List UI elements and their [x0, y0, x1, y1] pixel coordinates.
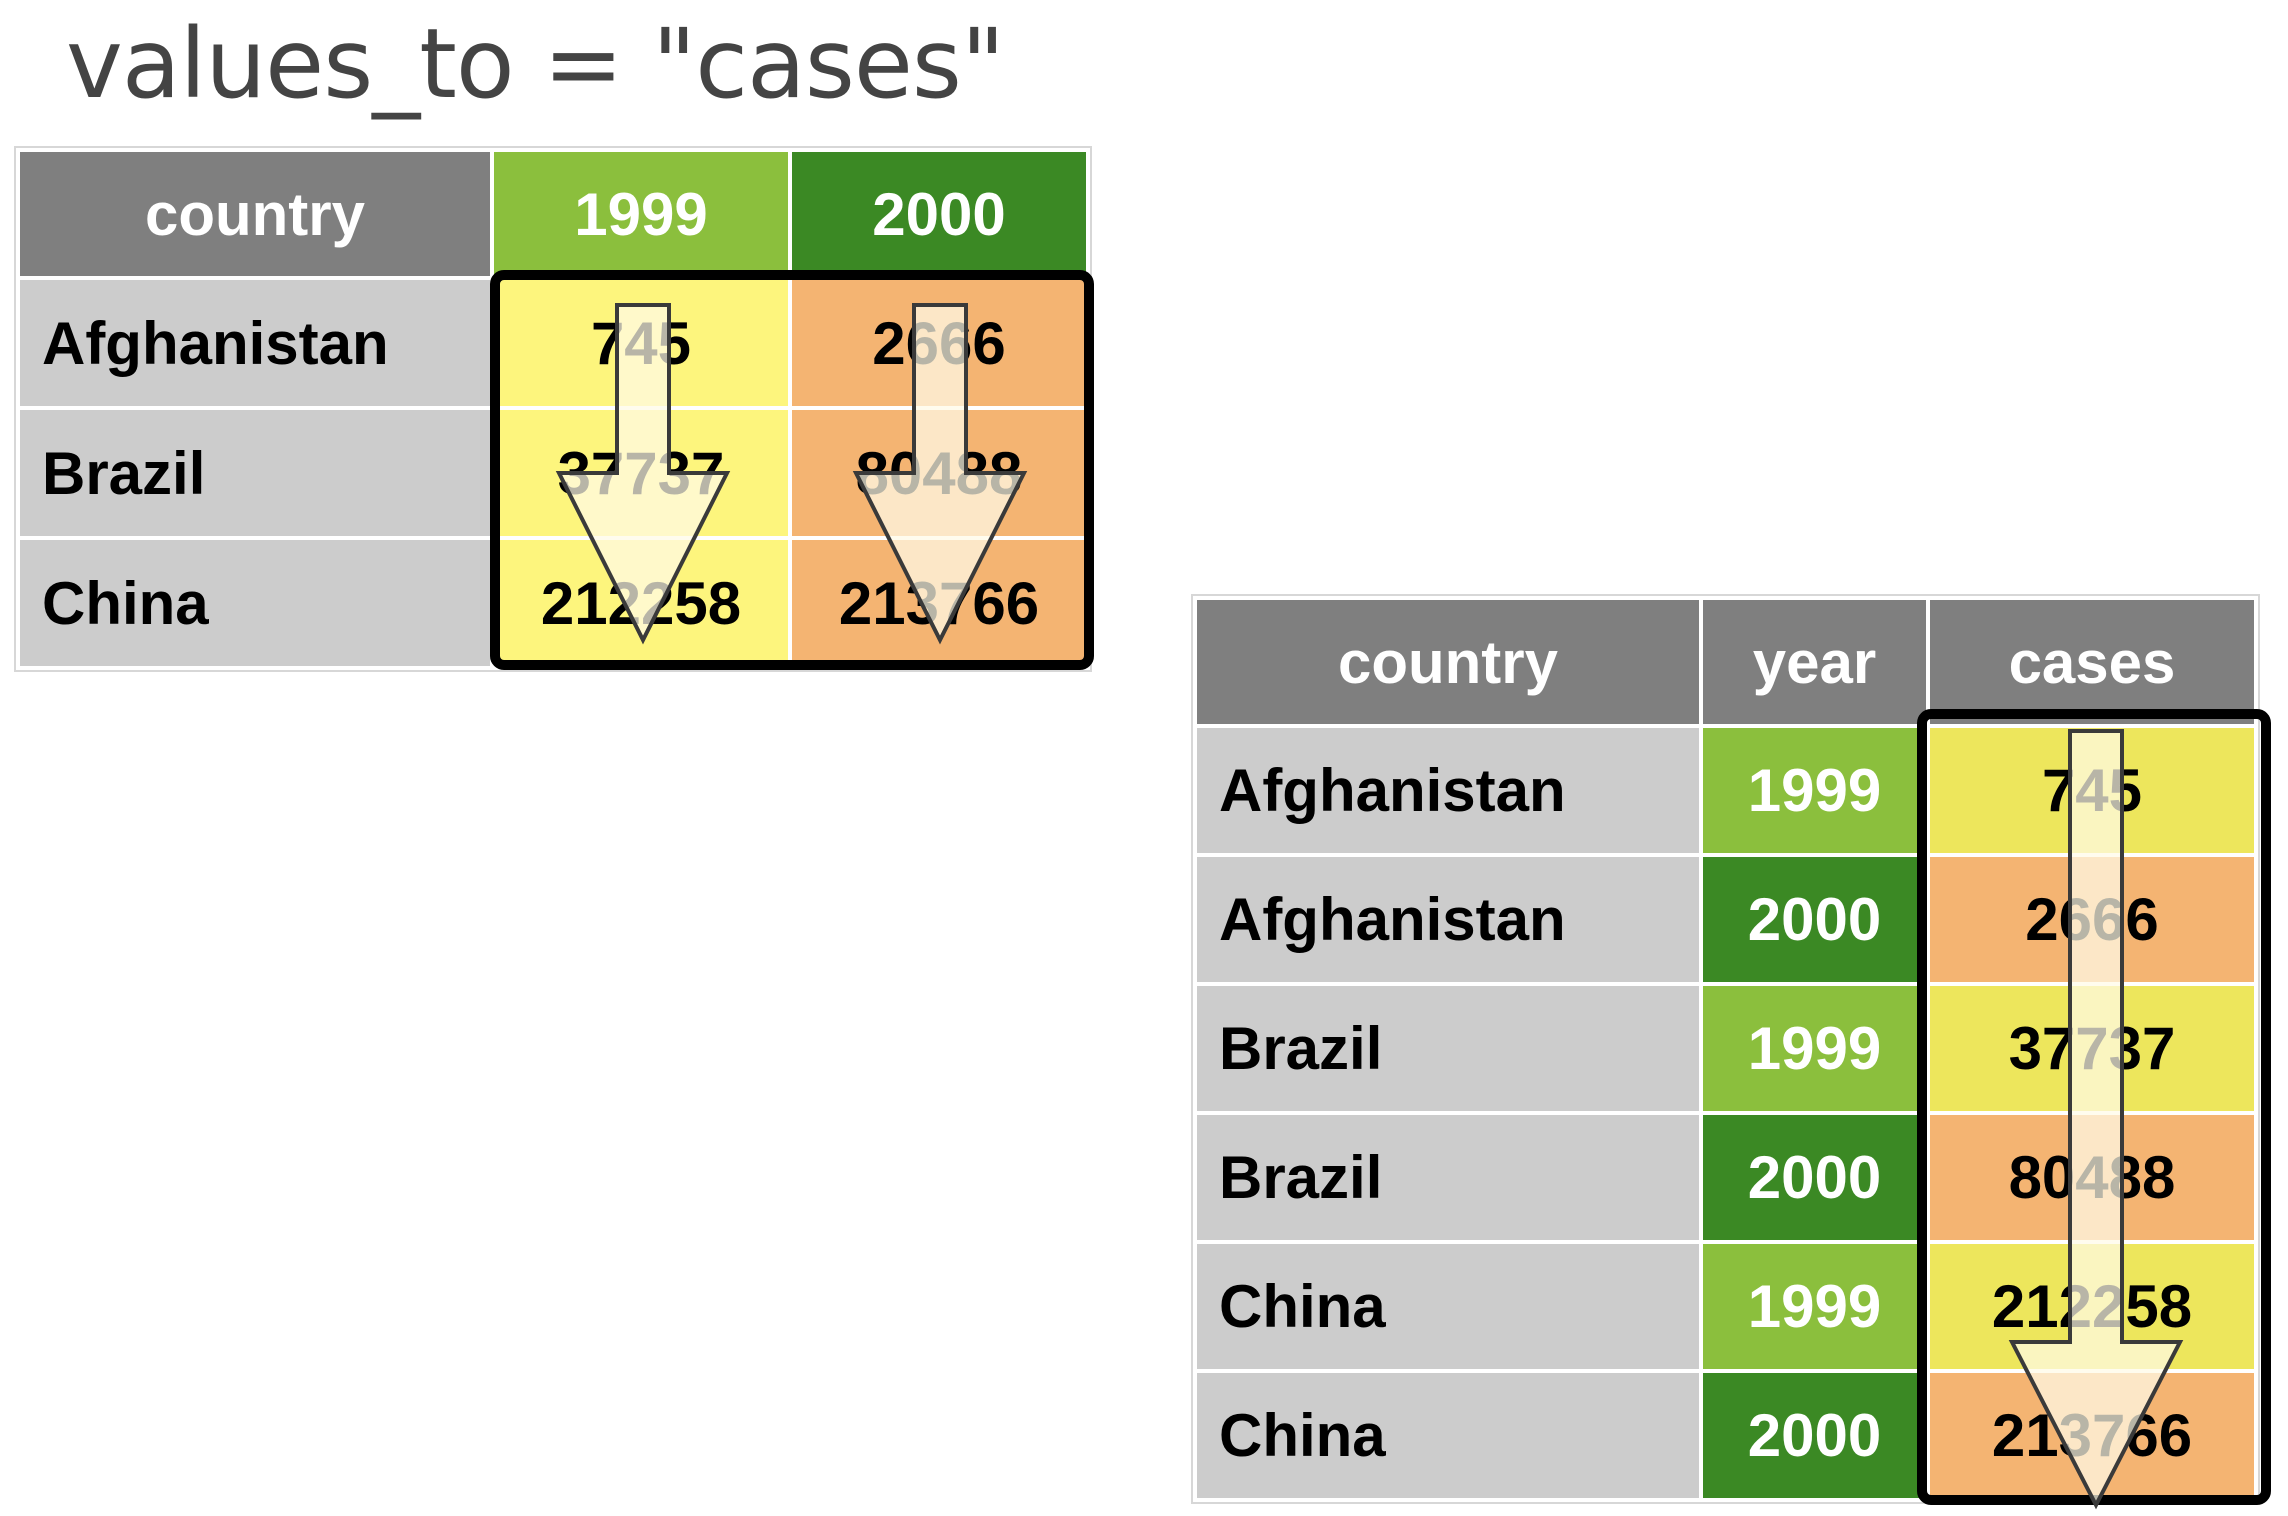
cases-cell: 745: [1930, 728, 2254, 853]
long-table: country year cases Afghanistan 1999 745 …: [1191, 594, 2260, 1504]
year-cell: 1999: [1703, 1244, 1926, 1369]
cases-cell: 2666: [1930, 857, 2254, 982]
country-cell: Afghanistan: [20, 280, 490, 406]
cases-cell: 80488: [1930, 1115, 2254, 1240]
header-cases: cases: [1930, 600, 2254, 724]
year-cell: 2000: [1703, 1373, 1926, 1498]
country-cell: Brazil: [20, 410, 490, 536]
header-country: country: [20, 152, 490, 276]
value-1999-cell: 37737: [494, 410, 788, 536]
value-2000-cell: 80488: [792, 410, 1086, 536]
value-2000-cell: 2666: [792, 280, 1086, 406]
cases-cell: 213766: [1930, 1373, 2254, 1498]
year-cell: 2000: [1703, 1115, 1926, 1240]
cases-cell: 212258: [1930, 1244, 2254, 1369]
country-cell: China: [1197, 1244, 1699, 1369]
header-country: country: [1197, 600, 1699, 724]
header-1999: 1999: [494, 152, 788, 276]
value-1999-cell: 212258: [494, 540, 788, 666]
value-2000-cell: 213766: [792, 540, 1086, 666]
title: values_to = "cases": [66, 8, 1005, 120]
country-cell: China: [20, 540, 490, 666]
value-1999-cell: 745: [494, 280, 788, 406]
country-cell: Brazil: [1197, 1115, 1699, 1240]
country-cell: Afghanistan: [1197, 857, 1699, 982]
country-cell: Brazil: [1197, 986, 1699, 1111]
country-cell: China: [1197, 1373, 1699, 1498]
header-2000: 2000: [792, 152, 1086, 276]
year-cell: 1999: [1703, 986, 1926, 1111]
wide-table: country 1999 2000 Afghanistan 745 2666 B…: [14, 146, 1092, 672]
header-year: year: [1703, 600, 1926, 724]
year-cell: 1999: [1703, 728, 1926, 853]
country-cell: Afghanistan: [1197, 728, 1699, 853]
year-cell: 2000: [1703, 857, 1926, 982]
cases-cell: 37737: [1930, 986, 2254, 1111]
